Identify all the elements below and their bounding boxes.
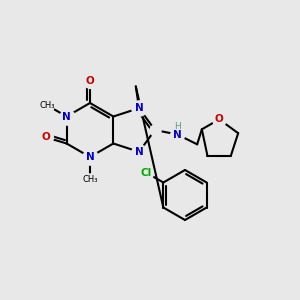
Text: O: O: [215, 114, 224, 124]
Text: N: N: [173, 130, 182, 140]
Text: N: N: [85, 152, 94, 162]
Text: N: N: [135, 147, 143, 157]
Text: O: O: [41, 132, 50, 142]
Text: N: N: [62, 112, 71, 122]
Text: H: H: [174, 122, 181, 131]
Text: Cl: Cl: [140, 167, 152, 178]
Text: O: O: [85, 76, 94, 86]
Text: CH₃: CH₃: [82, 175, 98, 184]
Text: CH₃: CH₃: [40, 101, 55, 110]
Text: N: N: [135, 103, 143, 113]
